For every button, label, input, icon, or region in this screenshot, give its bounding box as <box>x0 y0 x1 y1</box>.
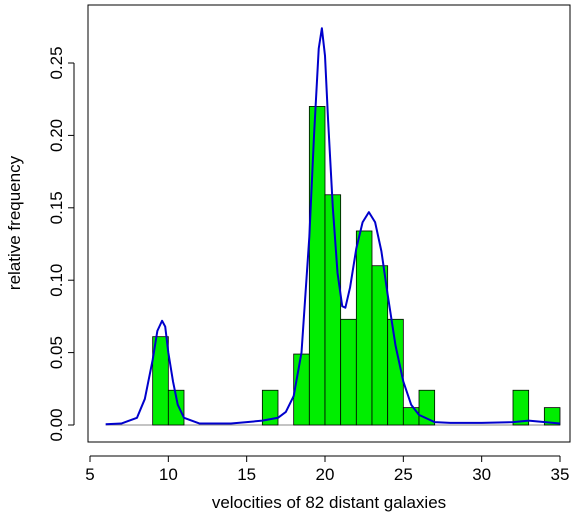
histogram-bar <box>543 407 561 426</box>
y-tick-label: 0.10 <box>47 264 66 297</box>
bars-group <box>152 106 561 426</box>
histogram-bar <box>355 230 373 426</box>
histogram-bar <box>387 318 404 426</box>
x-tick-label: 5 <box>85 465 94 484</box>
y-tick-label: 0.25 <box>47 46 66 79</box>
x-axis: 5 10 15 20 25 30 35 <box>85 455 570 484</box>
histogram-bar <box>293 353 310 426</box>
histogram-bar <box>167 389 185 426</box>
x-tick-label: 25 <box>394 465 413 484</box>
histogram-bar <box>371 265 389 426</box>
x-tick-label: 20 <box>316 465 335 484</box>
y-tick-label: 0.15 <box>47 191 66 224</box>
histogram-bar <box>324 194 342 426</box>
x-tick-label: 35 <box>551 465 570 484</box>
x-tick-label: 15 <box>237 465 256 484</box>
histogram-bar <box>340 318 357 426</box>
x-tick-label: 30 <box>472 465 491 484</box>
x-tick-label: 10 <box>159 465 178 484</box>
histogram-bar <box>308 106 326 426</box>
density-curve <box>105 27 561 426</box>
y-tick-label: 0.05 <box>47 336 66 369</box>
y-tick-label: 0.20 <box>47 119 66 152</box>
histogram-bar <box>512 389 530 426</box>
y-tick-label: 0.00 <box>47 408 66 441</box>
histogram-bar <box>152 336 169 426</box>
plot-frame <box>87 4 571 443</box>
y-axis: 0.00 0.05 0.10 0.15 0.20 0.25 <box>47 46 75 442</box>
y-axis-label: relative frequency <box>5 155 24 290</box>
histogram-bar <box>261 389 279 426</box>
x-axis-label: velocities of 82 distant galaxies <box>212 493 446 512</box>
histogram-bar <box>418 389 436 426</box>
